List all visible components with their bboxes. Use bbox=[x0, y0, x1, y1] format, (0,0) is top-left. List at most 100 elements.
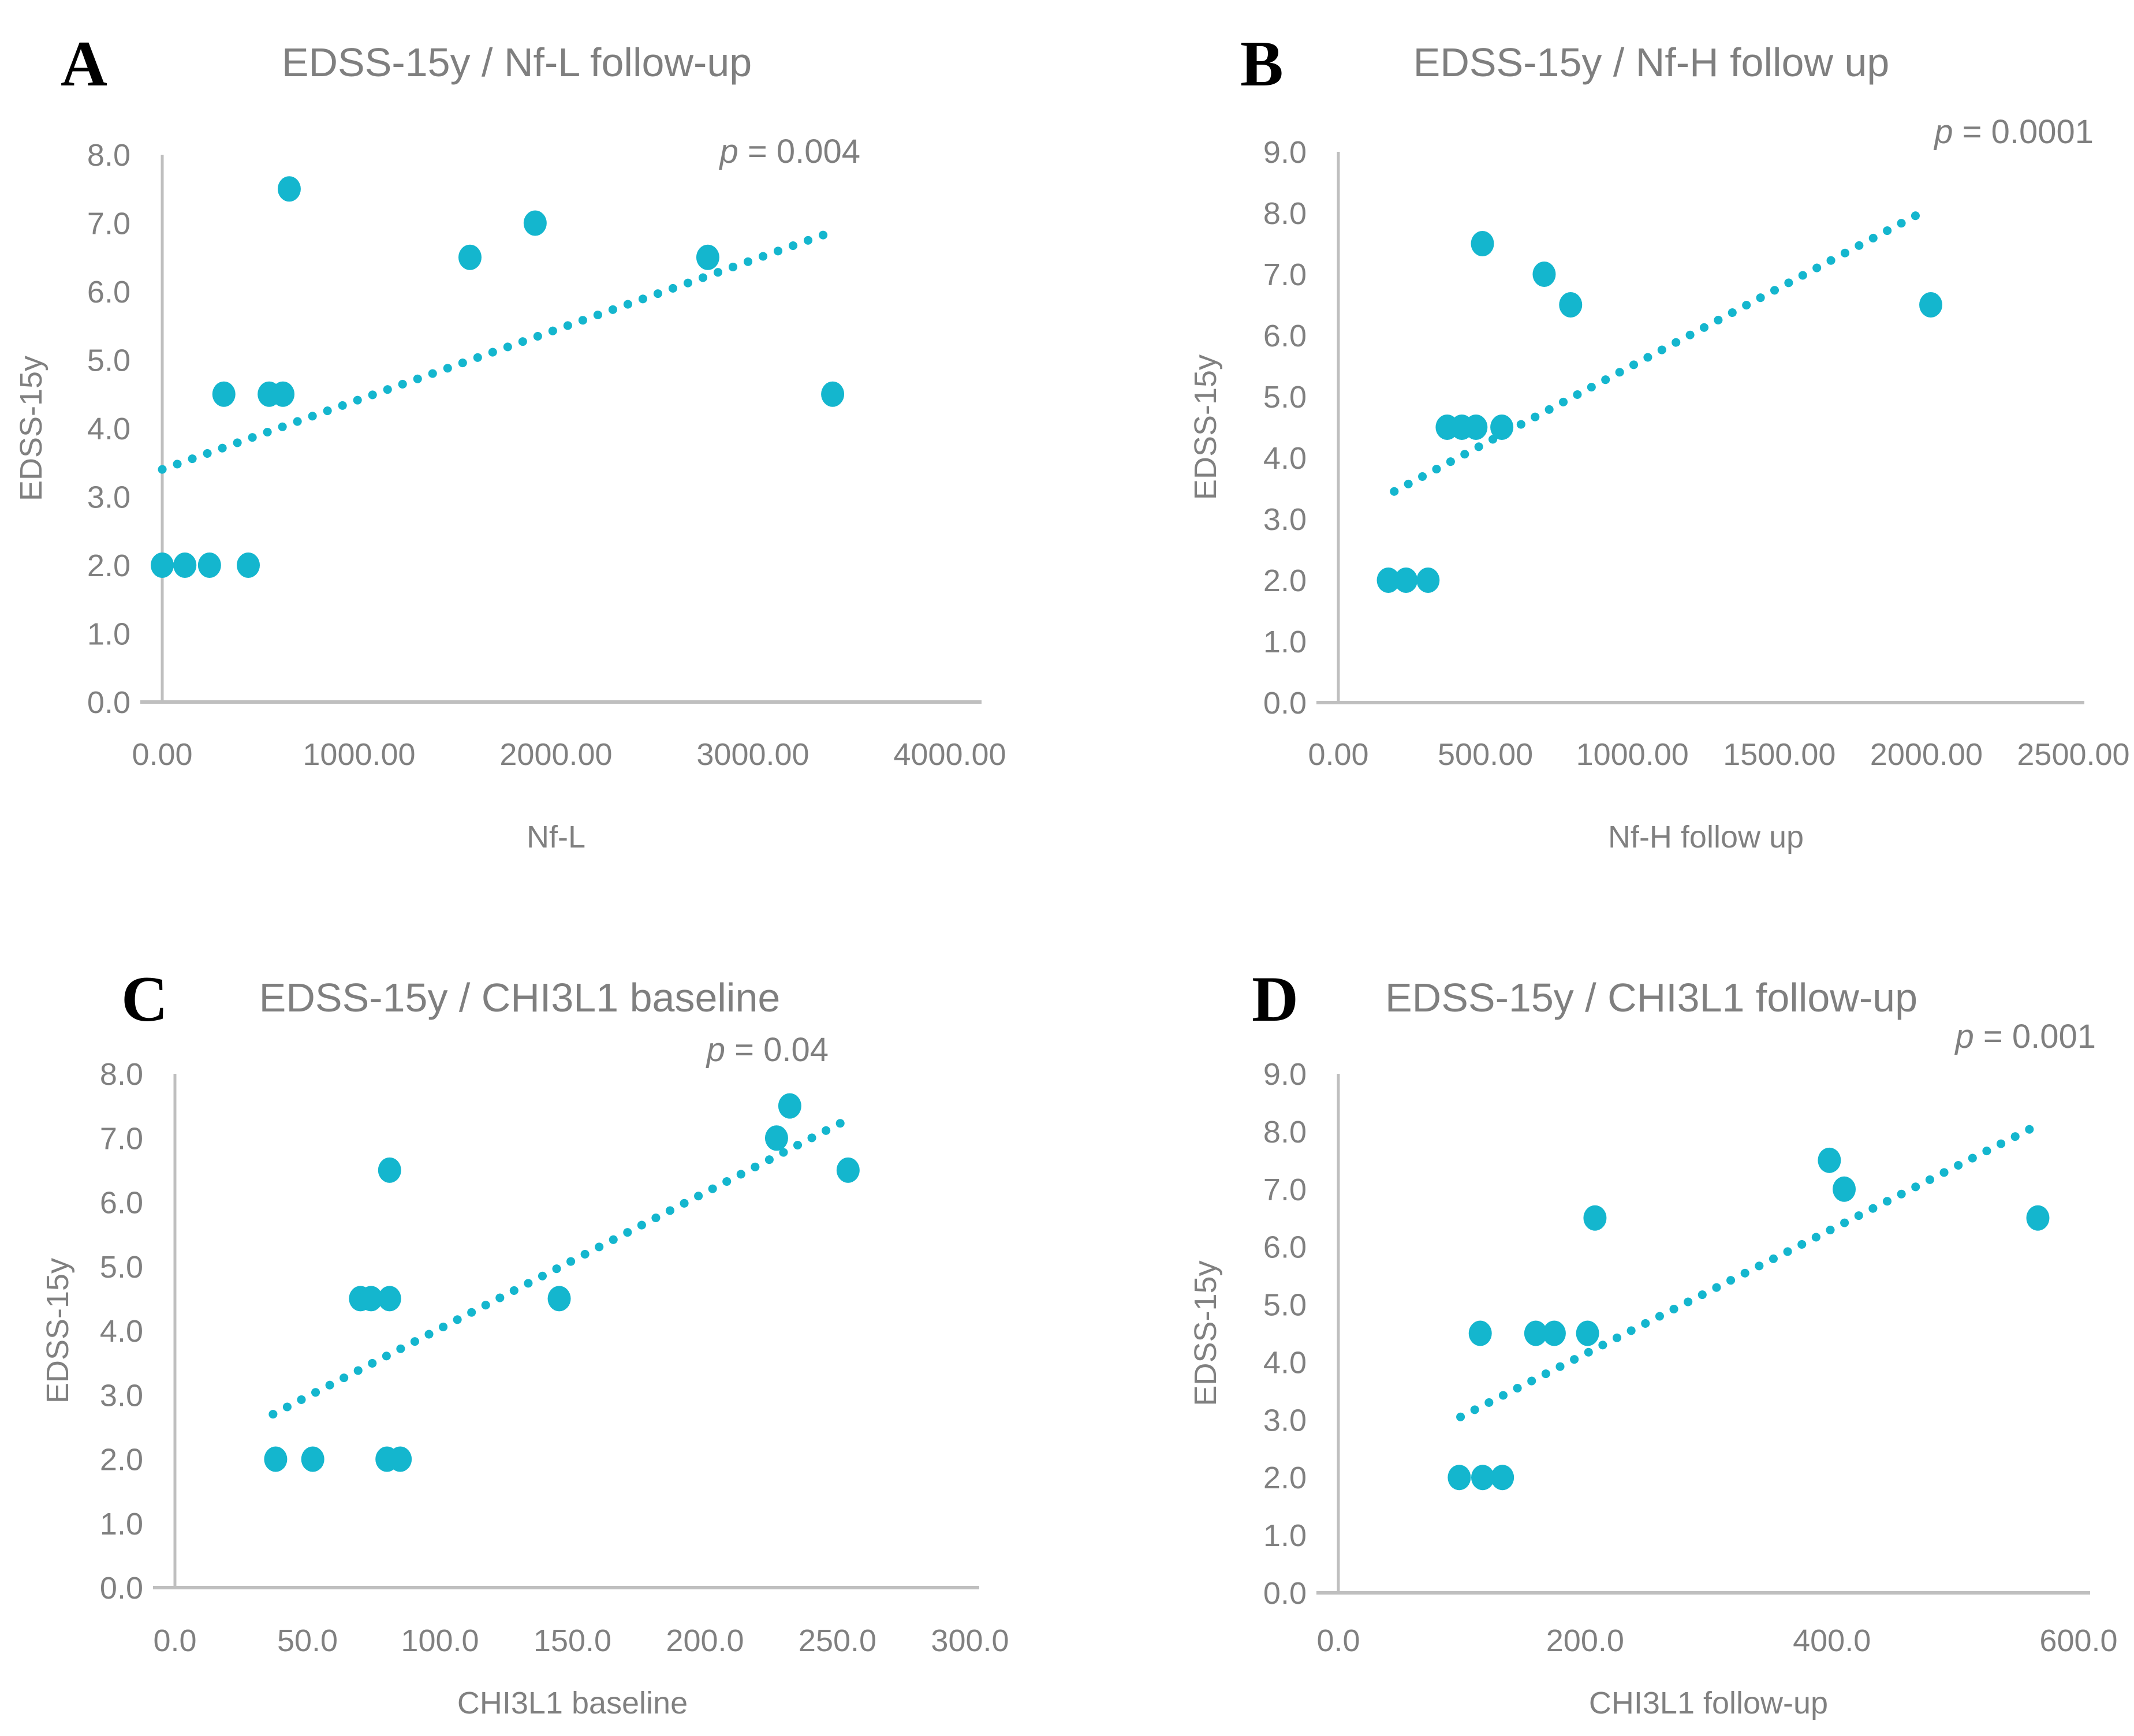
data-point bbox=[1576, 1320, 1599, 1346]
x-tick-label: 0.0 bbox=[1316, 1623, 1360, 1658]
data-point bbox=[237, 552, 260, 578]
y-tick-label: 4.0 bbox=[1263, 441, 1307, 476]
y-tick-label: 7.0 bbox=[1263, 1173, 1307, 1207]
y-tick-label: 1.0 bbox=[1263, 1518, 1307, 1553]
x-tick-label: 4000.00 bbox=[893, 737, 1006, 772]
data-point bbox=[696, 244, 719, 270]
data-point bbox=[764, 1125, 788, 1151]
x-tick-label: 600.0 bbox=[2039, 1623, 2117, 1658]
data-point bbox=[378, 1286, 401, 1312]
y-tick-label: 1.0 bbox=[100, 1507, 143, 1541]
x-tick-label: 2500.00 bbox=[2017, 737, 2129, 772]
y-tick-label: 9.0 bbox=[1263, 135, 1307, 170]
y-axis-title: EDSS-15y bbox=[14, 356, 48, 501]
p-value-label: p = 0.0001 bbox=[1933, 113, 2094, 151]
data-point bbox=[1490, 415, 1514, 440]
data-point bbox=[212, 381, 236, 407]
data-point bbox=[1833, 1176, 1856, 1202]
data-point bbox=[1818, 1147, 1841, 1173]
y-tick-label: 2.0 bbox=[1263, 1461, 1307, 1495]
x-tick-label: 2000.00 bbox=[1870, 737, 1983, 772]
data-point bbox=[547, 1286, 571, 1312]
trend-line bbox=[158, 229, 833, 474]
y-tick-label: 3.0 bbox=[1263, 1403, 1307, 1438]
trend-line bbox=[1456, 1121, 2041, 1421]
y-tick-label: 3.0 bbox=[100, 1378, 143, 1413]
p-value-label: p = 0.004 bbox=[718, 133, 860, 170]
y-tick-label: 8.0 bbox=[1263, 196, 1307, 231]
panel-C-scatter-edss-chi3l1-baseline: C EDSS-15y / CHI3L1 baseline p = 0.04 0.0 1.… bbox=[0, 901, 1067, 1736]
x-tick-label: 500.00 bbox=[1438, 737, 1533, 772]
panel-letter: A bbox=[61, 28, 107, 100]
p-value-label: p = 0.001 bbox=[1954, 1018, 2096, 1055]
chart-title: EDSS-15y / CHI3L1 baseline bbox=[259, 975, 781, 1020]
y-tick-label: 6.0 bbox=[100, 1186, 143, 1220]
y-axis-title: EDSS-15y bbox=[1188, 1260, 1223, 1406]
y-tick-label: 5.0 bbox=[1263, 380, 1307, 415]
panel-letter: C bbox=[121, 964, 168, 1035]
y-tick-label: 2.0 bbox=[87, 548, 130, 583]
data-point bbox=[173, 552, 197, 578]
x-axis-title: Nf-H follow up bbox=[1608, 820, 1804, 854]
data-point bbox=[1919, 292, 1943, 318]
panel-B-scatter-edss-nfh: B EDSS-15y / Nf-H follow up p = 0.0001 0.0 1… bbox=[1067, 0, 2134, 901]
data-point bbox=[151, 552, 174, 578]
chart-A-svg: A EDSS-15y / Nf-L follow-up p = 0.004 0.0 1.… bbox=[14, 28, 1006, 854]
y-tick-label: 0.0 bbox=[1263, 686, 1307, 720]
chart-C-svg: C EDSS-15y / CHI3L1 baseline p = 0.04 0.0 1.… bbox=[40, 964, 1009, 1720]
y-tick-label: 3.0 bbox=[1263, 502, 1307, 537]
x-tick-label: 200.0 bbox=[1546, 1623, 1624, 1658]
data-point bbox=[301, 1446, 324, 1472]
y-tick-label: 8.0 bbox=[1263, 1115, 1307, 1149]
data-point bbox=[264, 1446, 288, 1472]
x-tick-label: 400.0 bbox=[1793, 1623, 1871, 1658]
data-point bbox=[1376, 568, 1400, 593]
panel-A-scatter-edss-nfl: A EDSS-15y / Nf-L follow-up p = 0.004 0.0 1.… bbox=[0, 0, 1067, 901]
data-point bbox=[1471, 1465, 1494, 1491]
data-point bbox=[1542, 1320, 1566, 1346]
y-tick-label: 2.0 bbox=[1263, 563, 1307, 598]
x-tick-label: 2000.00 bbox=[499, 737, 612, 772]
x-tick-label: 50.0 bbox=[277, 1623, 338, 1658]
trend-line bbox=[1390, 206, 1931, 496]
data-point bbox=[277, 176, 301, 202]
y-tick-label: 9.0 bbox=[1263, 1057, 1307, 1092]
x-tick-label: 0.0 bbox=[153, 1623, 196, 1658]
panel-letter: B bbox=[1240, 28, 1284, 100]
p-value-symbol: p bbox=[706, 1031, 725, 1069]
x-tick-label: 0.00 bbox=[1308, 737, 1368, 772]
data-point bbox=[378, 1157, 401, 1183]
p-value-symbol: p bbox=[718, 133, 738, 170]
panel-D-scatter-edss-chi3l1-followup: D EDSS-15y / CHI3L1 follow-up p = 0.001 0.0… bbox=[1067, 901, 2134, 1736]
p-value-number: = 0.001 bbox=[1974, 1018, 2096, 1055]
data-point bbox=[1583, 1205, 1607, 1231]
y-tick-label: 8.0 bbox=[100, 1057, 143, 1092]
data-point bbox=[821, 381, 845, 407]
chart-B-svg: B EDSS-15y / Nf-H follow up p = 0.0001 0.0 1… bbox=[1188, 28, 2130, 854]
x-tick-label: 100.0 bbox=[401, 1623, 479, 1658]
data-point bbox=[1471, 231, 1494, 256]
x-tick-label: 300.0 bbox=[931, 1623, 1009, 1658]
data-point bbox=[1416, 568, 1440, 593]
y-tick-label: 0.0 bbox=[1263, 1576, 1307, 1611]
chart-title: EDSS-15y / Nf-H follow up bbox=[1413, 40, 1890, 85]
data-point bbox=[1447, 1465, 1471, 1491]
y-tick-label: 4.0 bbox=[1263, 1345, 1307, 1380]
y-tick-label: 6.0 bbox=[87, 275, 130, 309]
chart-title: EDSS-15y / CHI3L1 follow-up bbox=[1385, 975, 1917, 1020]
y-tick-label: 1.0 bbox=[87, 617, 130, 652]
y-tick-label: 7.0 bbox=[1263, 257, 1307, 292]
y-tick-label: 7.0 bbox=[87, 207, 130, 241]
x-tick-label: 3000.00 bbox=[696, 737, 809, 772]
y-tick-label: 4.0 bbox=[87, 412, 130, 446]
data-point bbox=[359, 1286, 383, 1312]
data-point bbox=[523, 210, 547, 236]
y-tick-label: 7.0 bbox=[100, 1121, 143, 1156]
p-value-number: = 0.0001 bbox=[1953, 113, 2094, 151]
x-axis-title: Nf-L bbox=[527, 820, 585, 854]
p-value-number: = 0.04 bbox=[725, 1031, 829, 1069]
y-tick-label: 1.0 bbox=[1263, 625, 1307, 659]
data-point bbox=[458, 244, 482, 270]
y-tick-label: 3.0 bbox=[87, 480, 130, 515]
